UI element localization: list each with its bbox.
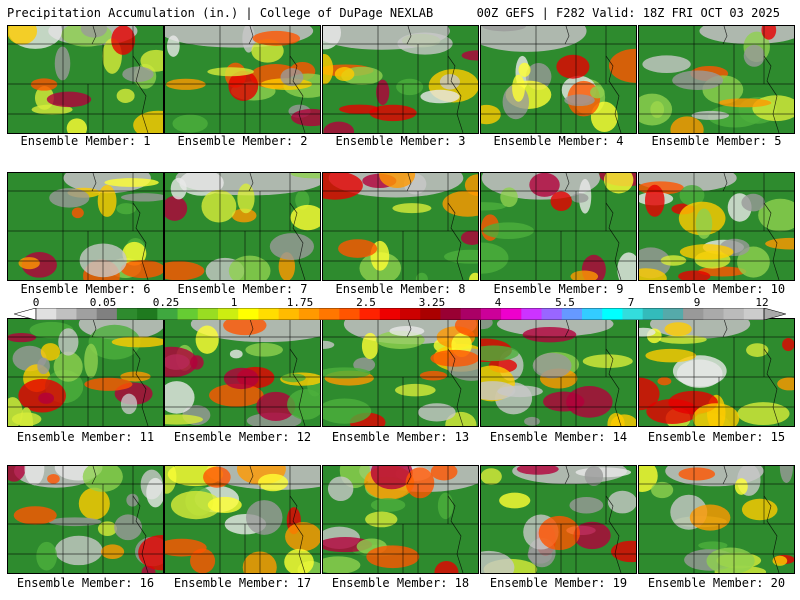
ensemble-member-label: Ensemble Member: 2 [177,134,308,148]
precip-colorbar [14,308,786,320]
ensemble-member-label: Ensemble Member: 16 [16,576,155,590]
colorbar-segment [76,308,98,320]
colorbar-tick-label: 3.25 [418,296,446,309]
ensemble-map-2 [164,25,321,134]
ensemble-map-19 [480,465,637,574]
ensemble-map-20 [638,465,795,574]
ensemble-member-label: Ensemble Member: 10 [647,282,786,296]
ensemble-member-label: Ensemble Member: 13 [331,430,470,444]
colorbar-segment [278,308,300,320]
model-run-info: 00Z GEFS | F282 Valid: 18Z FRI OCT 03 20… [476,6,780,20]
colorbar-tick-label: 1.75 [286,296,314,309]
colorbar-segment [157,308,179,320]
ensemble-map-18 [322,465,479,574]
colorbar-segment [582,308,603,320]
colorbar-segment [238,308,259,320]
colorbar-tick-label: 5.5 [555,296,575,309]
ensemble-member-label: Ensemble Member: 14 [489,430,628,444]
colorbar-segment [116,308,138,320]
ensemble-member-label: Ensemble Member: 18 [331,576,470,590]
colorbar-segment [177,308,199,320]
colorbar-segment [480,308,502,320]
colorbar-segment [622,308,644,320]
colorbar-tick-label: 0.05 [89,296,117,309]
colorbar-segment [339,308,361,320]
colorbar-segment [723,308,745,320]
colorbar-segment [36,308,57,320]
ensemble-map-15 [638,318,795,427]
ensemble-map-7 [164,172,321,281]
colorbar-tick-label: 0 [32,296,40,309]
colorbar-segment [319,308,340,320]
ensemble-map-14 [480,318,637,427]
colorbar-segment [96,308,118,320]
ensemble-member-label: Ensemble Member: 3 [335,134,466,148]
colorbar-segment [400,308,421,320]
colorbar-segment [683,308,704,320]
ensemble-member-label: Ensemble Member: 4 [493,134,624,148]
ensemble-member-label: Ensemble Member: 20 [647,576,786,590]
colorbar-tick-label: 2.5 [356,296,376,309]
ensemble-map-1 [7,25,164,134]
ensemble-map-4 [480,25,637,134]
ensemble-member-label: Ensemble Member: 7 [177,282,308,296]
colorbar-segment [743,308,765,320]
ensemble-member-label: Ensemble Member: 12 [173,430,312,444]
ensemble-member-label: Ensemble Member: 11 [16,430,155,444]
colorbar-tick-label: 12 [755,296,769,309]
ensemble-member-label: Ensemble Member: 8 [335,282,466,296]
colorbar-segment [359,308,381,320]
colorbar-segment [501,308,522,320]
colorbar-segment [218,308,239,320]
colorbar-segment [521,308,543,320]
ensemble-member-label: Ensemble Member: 6 [20,282,151,296]
ensemble-map-16 [7,465,164,574]
colorbar-segment [703,308,725,320]
ensemble-member-label: Ensemble Member: 15 [647,430,786,444]
map-title: Precipitation Accumulation (in.) | Colle… [7,6,434,20]
ensemble-map-17 [164,465,321,574]
colorbar-segment [197,308,219,320]
colorbar-segment [642,308,664,320]
ensemble-member-label: Ensemble Member: 19 [489,576,628,590]
colorbar-segment [420,308,441,320]
ensemble-map-12 [164,318,321,427]
colorbar-segment [258,308,280,320]
colorbar-segment [56,308,77,320]
colorbar-tick-label: 0.25 [152,296,180,309]
colorbar-segment [662,308,684,320]
colorbar-segment [602,308,623,320]
colorbar-segment [561,308,583,320]
ensemble-map-3 [322,25,479,134]
colorbar-segment [298,308,320,320]
colorbar-segment [440,308,462,320]
ensemble-member-label: Ensemble Member: 17 [173,576,312,590]
ensemble-map-10 [638,172,795,281]
colorbar-max-arrow [763,308,786,320]
colorbar-tick-label: 4 [494,296,502,309]
ensemble-member-label: Ensemble Member: 5 [651,134,782,148]
ensemble-member-label: Ensemble Member: 9 [493,282,624,296]
colorbar-segment [460,308,482,320]
colorbar-segment [379,308,401,320]
ensemble-map-13 [322,318,479,427]
ensemble-map-11 [7,318,164,427]
ensemble-member-label: Ensemble Member: 1 [20,134,151,148]
colorbar-tick-label: 7 [627,296,635,309]
colorbar-segment [541,308,563,320]
colorbar-min-arrow [14,308,37,320]
colorbar-segment [137,308,158,320]
ensemble-map-6 [7,172,164,281]
colorbar-tick-label: 1 [230,296,238,309]
ensemble-map-9 [480,172,637,281]
ensemble-map-8 [322,172,479,281]
ensemble-map-5 [638,25,795,134]
colorbar-tick-label: 9 [693,296,701,309]
